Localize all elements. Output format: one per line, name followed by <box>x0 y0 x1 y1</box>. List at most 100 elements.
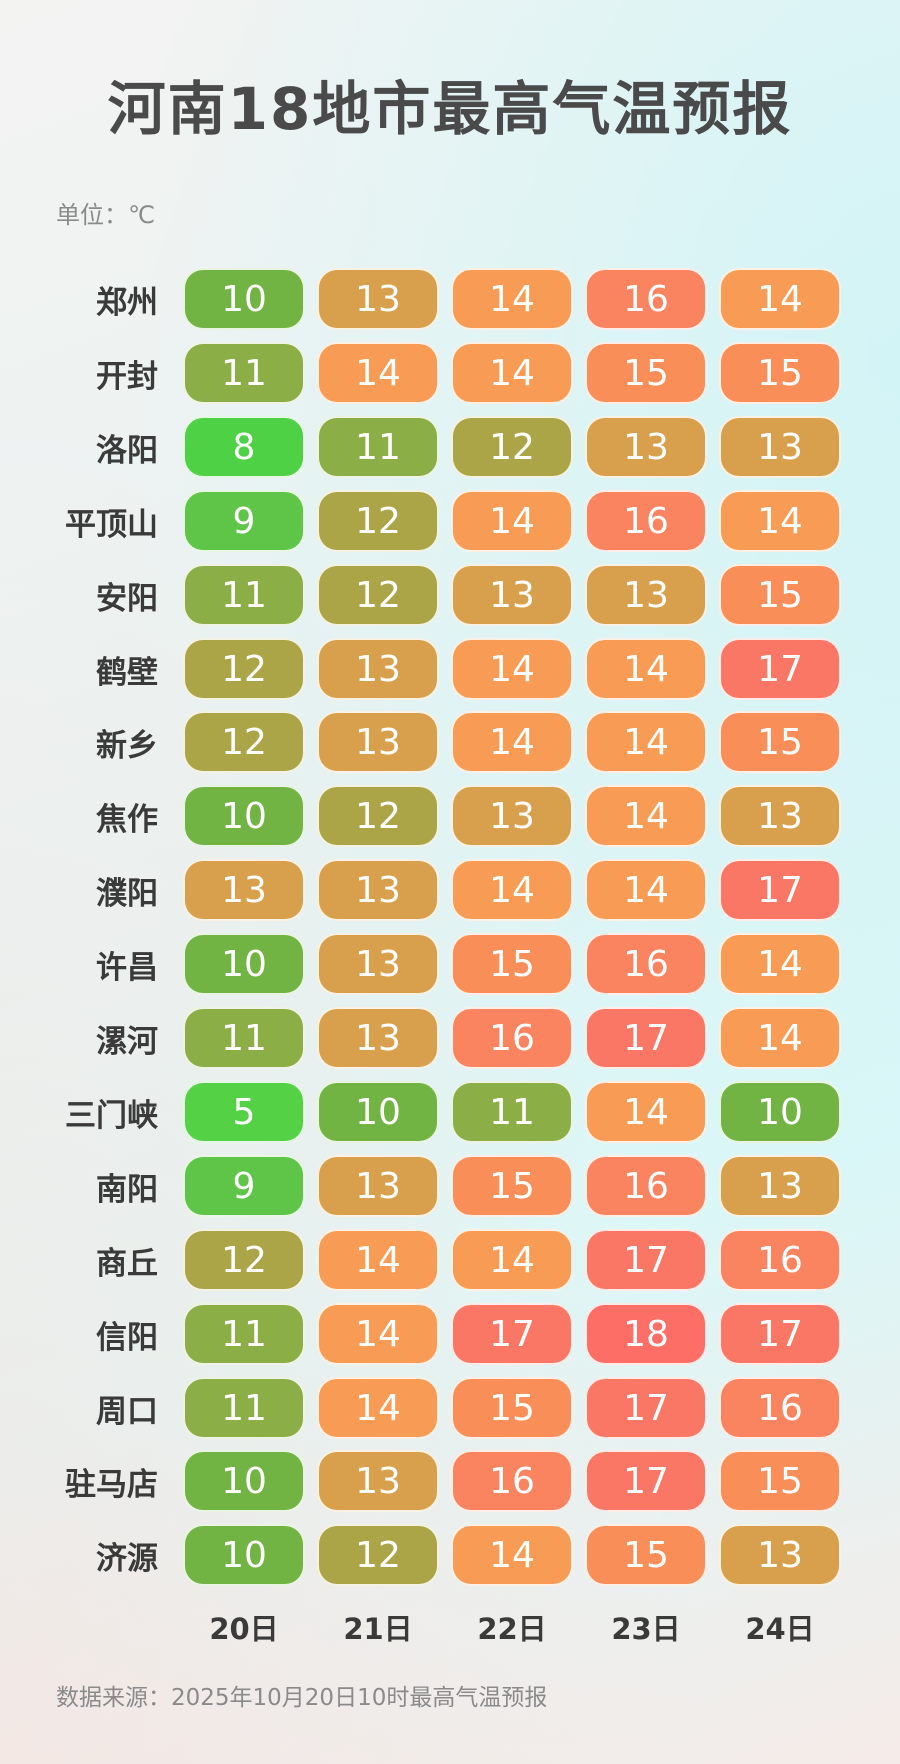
temperature-cell: 14 <box>451 1524 573 1586</box>
city-label: 洛阳 <box>96 432 158 469</box>
temperature-cell: 14 <box>451 268 573 330</box>
temperature-cell: 14 <box>585 785 707 847</box>
page-title: 河南18地市最高气温预报 <box>107 75 793 143</box>
temperature-cell: 16 <box>585 1155 707 1217</box>
temperature-cell: 17 <box>585 1450 707 1512</box>
temperature-cell: 14 <box>451 490 573 552</box>
temperature-cell: 10 <box>183 1450 305 1512</box>
temperature-cell: 17 <box>719 638 841 700</box>
temperature-cell: 13 <box>451 785 573 847</box>
city-label: 济源 <box>96 1540 158 1577</box>
temperature-cell: 12 <box>317 785 439 847</box>
temperature-cell: 11 <box>451 1081 573 1143</box>
city-label: 许昌 <box>96 949 158 986</box>
temperature-cell: 10 <box>317 1081 439 1143</box>
day-label: 21日 <box>343 1612 413 1646</box>
temperature-cell: 12 <box>183 711 305 773</box>
temperature-cell: 9 <box>183 1155 305 1217</box>
city-label: 漯河 <box>96 1023 158 1060</box>
temperature-cell: 13 <box>317 638 439 700</box>
temperature-cell: 10 <box>183 1524 305 1586</box>
city-label: 周口 <box>96 1393 158 1430</box>
city-label: 信阳 <box>96 1319 158 1356</box>
temperature-cell: 10 <box>183 785 305 847</box>
temperature-cell: 16 <box>585 933 707 995</box>
temperature-cell: 17 <box>719 1303 841 1365</box>
temperature-cell: 12 <box>451 416 573 478</box>
day-label: 22日 <box>477 1612 547 1646</box>
temperature-cell: 15 <box>585 342 707 404</box>
city-label: 南阳 <box>96 1171 158 1208</box>
temperature-cell: 14 <box>451 342 573 404</box>
day-label: 24日 <box>745 1612 815 1646</box>
temperature-cell: 17 <box>451 1303 573 1365</box>
city-label: 新乡 <box>96 727 158 764</box>
temperature-cell: 14 <box>451 711 573 773</box>
temperature-cell: 11 <box>183 342 305 404</box>
temperature-cell: 13 <box>317 1450 439 1512</box>
temperature-cell: 15 <box>451 1155 573 1217</box>
temperature-cell: 11 <box>183 564 305 626</box>
temperature-cell: 12 <box>317 564 439 626</box>
city-label: 濮阳 <box>96 875 158 912</box>
temperature-cell: 8 <box>183 416 305 478</box>
temperature-cell: 13 <box>183 859 305 921</box>
city-label: 焦作 <box>96 801 158 838</box>
temperature-cell: 16 <box>451 1007 573 1069</box>
temperature-cell: 14 <box>719 268 841 330</box>
city-label: 安阳 <box>96 580 158 617</box>
data-source-note: 数据来源：2025年10月20日10时最高气温预报 <box>56 1685 548 1711</box>
temperature-cell: 11 <box>317 416 439 478</box>
temperature-cell: 14 <box>585 711 707 773</box>
city-label: 开封 <box>96 358 158 395</box>
temperature-cell: 13 <box>317 1155 439 1217</box>
temperature-cell: 14 <box>451 1229 573 1291</box>
temperature-cell: 14 <box>585 638 707 700</box>
temperature-cell: 14 <box>451 859 573 921</box>
temperature-cell: 9 <box>183 490 305 552</box>
temperature-cell: 12 <box>183 1229 305 1291</box>
day-label: 23日 <box>611 1612 681 1646</box>
temperature-cell: 10 <box>183 268 305 330</box>
temperature-cell: 14 <box>585 859 707 921</box>
temperature-cell: 12 <box>317 490 439 552</box>
temperature-cell: 11 <box>183 1377 305 1439</box>
temperature-cell: 11 <box>183 1007 305 1069</box>
temperature-cell: 14 <box>317 1303 439 1365</box>
temperature-cell: 12 <box>317 1524 439 1586</box>
temperature-cell: 13 <box>719 785 841 847</box>
temperature-cell: 16 <box>719 1229 841 1291</box>
temperature-cell: 14 <box>719 933 841 995</box>
temperature-cell: 16 <box>451 1450 573 1512</box>
temperature-cell: 15 <box>719 711 841 773</box>
temperature-cell: 15 <box>451 1377 573 1439</box>
temperature-cell: 13 <box>719 416 841 478</box>
city-label: 驻马店 <box>65 1466 158 1503</box>
temperature-cell: 14 <box>719 1007 841 1069</box>
temperature-cell: 10 <box>183 933 305 995</box>
city-label: 三门峡 <box>65 1097 158 1134</box>
day-label: 20日 <box>209 1612 279 1646</box>
temperature-cell: 18 <box>585 1303 707 1365</box>
temperature-cell: 15 <box>719 342 841 404</box>
city-label: 商丘 <box>96 1245 158 1282</box>
temperature-cell: 13 <box>317 711 439 773</box>
temperature-cell: 12 <box>183 638 305 700</box>
temperature-cell: 14 <box>317 1229 439 1291</box>
temperature-cell: 14 <box>451 638 573 700</box>
temperature-cell: 15 <box>585 1524 707 1586</box>
temperature-cell: 15 <box>451 933 573 995</box>
temperature-cell: 15 <box>719 564 841 626</box>
temperature-cell: 13 <box>719 1155 841 1217</box>
temperature-cell: 17 <box>585 1377 707 1439</box>
temperature-cell: 5 <box>183 1081 305 1143</box>
temperature-cell: 13 <box>317 933 439 995</box>
temperature-cell: 13 <box>585 564 707 626</box>
temperature-cell: 13 <box>317 1007 439 1069</box>
temperature-cell: 16 <box>585 490 707 552</box>
temperature-cell: 13 <box>585 416 707 478</box>
temperature-cell: 13 <box>451 564 573 626</box>
temperature-cell: 13 <box>317 859 439 921</box>
temperature-cell: 15 <box>719 1450 841 1512</box>
temperature-cell: 13 <box>317 268 439 330</box>
